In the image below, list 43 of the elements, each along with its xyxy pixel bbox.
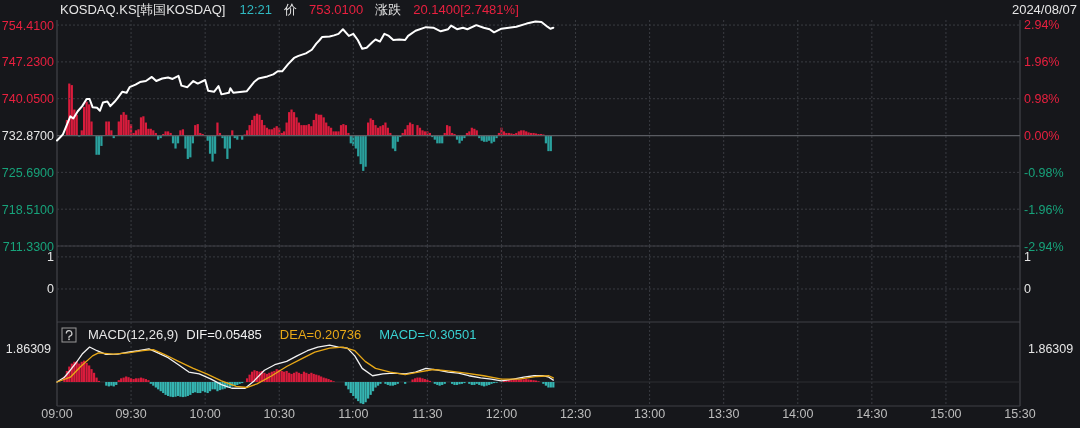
y2-tick-label: 0.98% — [1024, 92, 1060, 107]
y2-tick-label: 2.94% — [1024, 18, 1060, 33]
x-tick-label: 12:00 — [485, 407, 518, 421]
text: 2024/08/07 — [1011, 2, 1077, 17]
text: 12:21 — [239, 2, 272, 17]
x-tick-label: 15:00 — [930, 407, 962, 421]
x-tick-label: 11:00 — [338, 407, 369, 421]
series-label: DIF=0.05485 — [186, 327, 262, 342]
x-tick-label: 14:00 — [782, 407, 814, 421]
x-tick-label: 14:30 — [856, 407, 888, 421]
y2-tick-label: 1.96% — [1024, 55, 1060, 70]
x-tick-label: 13:30 — [708, 407, 740, 421]
y-tick-label: 740.0500 — [1, 92, 55, 107]
x-tick-label: 10:00 — [189, 407, 221, 421]
x-tick-label: 13:00 — [633, 407, 666, 421]
x-tick-label: 09:30 — [115, 407, 147, 421]
y2-tick-label: -1.96% — [1024, 202, 1064, 217]
y-tick-label: 725.6900 — [1, 165, 55, 180]
legend-title: MACD(12,26,9) — [88, 327, 179, 342]
chart-title: KOSDAQ.KS[韩国KOSDAQ] — [60, 2, 226, 17]
y-tick-label: 747.2300 — [1, 55, 55, 70]
x-tick-label: 09:00 — [41, 407, 73, 421]
x-tick-label: 15:30 — [1004, 407, 1036, 421]
y2-tick-label: 0.00% — [1024, 128, 1060, 143]
text: MACD=-0.30501 — [379, 327, 477, 342]
y-tick-label: 0 — [47, 282, 55, 297]
x-tick-label: 10:30 — [263, 407, 295, 421]
x-tick-label: 11:30 — [412, 407, 443, 421]
text: 753.0100 — [308, 2, 364, 17]
x-tick-label: 12:30 — [559, 407, 592, 421]
text: 1.86309 — [1028, 342, 1074, 357]
y2-tick-label: -0.98% — [1024, 165, 1064, 180]
y-tick-label: 718.5100 — [1, 202, 55, 217]
y-tick-label: 1 — [47, 250, 55, 265]
text: 价 — [282, 2, 297, 17]
text: 20.1400[2.7481%] — [413, 2, 519, 17]
text: 1.86309 — [5, 342, 52, 357]
y2-tick-label: 0 — [1024, 282, 1031, 297]
text: 涨跌 — [375, 2, 402, 17]
y-tick-label: 754.4100 — [1, 18, 55, 33]
series-label: DEA=0.20736 — [279, 327, 362, 342]
y2-tick-label: 1 — [1024, 250, 1031, 265]
y-tick-label: 732.8700 — [1, 129, 55, 144]
